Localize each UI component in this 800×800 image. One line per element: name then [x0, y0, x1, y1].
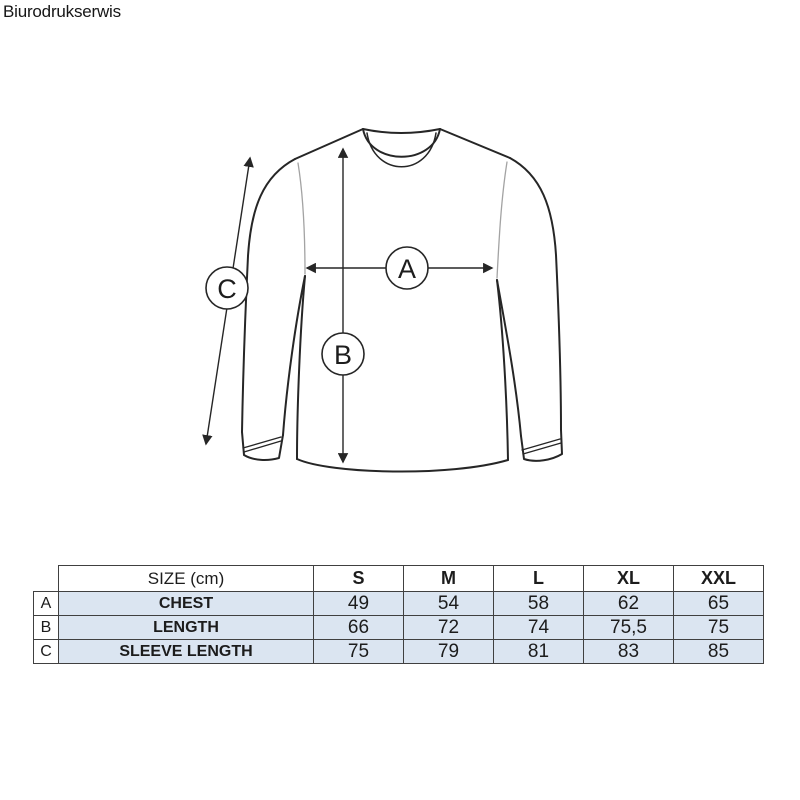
size-header-l: L — [493, 565, 584, 592]
label-circle-a — [385, 246, 429, 290]
collar-back-edge — [362, 128, 441, 134]
size-header-s: S — [313, 565, 404, 592]
table-row-chest: A CHEST 49 54 58 62 65 — [33, 591, 764, 616]
row-label-length: LENGTH — [58, 615, 314, 640]
sleeve-value-xl: 83 — [583, 639, 674, 664]
label-a: A — [398, 254, 416, 284]
table-row-length: B LENGTH 66 72 74 75,5 75 — [33, 615, 764, 640]
table-corner-spacer — [34, 566, 59, 592]
size-header-xxl: XXL — [673, 565, 764, 592]
row-key-a: A — [33, 591, 59, 616]
right-cuff-band-line-2 — [522, 442, 562, 455]
size-header-m: M — [403, 565, 494, 592]
left-shoulder-line — [294, 128, 364, 160]
right-sleeve-outer-edge — [509, 157, 562, 431]
label-circle-c — [205, 266, 249, 310]
right-shoulder-line — [439, 128, 511, 159]
length-value-m: 72 — [403, 615, 494, 640]
right-armhole-seam — [496, 161, 508, 279]
left-sleeve-inner-edge — [282, 275, 306, 436]
right-cuff-band-line — [521, 438, 561, 451]
chest-value-xxl: 65 — [673, 591, 764, 616]
chest-value-s: 49 — [313, 591, 404, 616]
left-cuff-band-line — [242, 436, 282, 449]
row-label-sleeve-length: SLEEVE LENGTH — [58, 639, 314, 664]
row-key-b: B — [33, 615, 59, 640]
size-table: SIZE (cm) S M L XL XXL A CHEST 49 54 58 … — [33, 565, 764, 664]
measurement-labels: A B C — [205, 246, 429, 376]
label-c: C — [217, 274, 237, 304]
collar-front-edge — [362, 128, 441, 158]
sleeve-value-s: 75 — [313, 639, 404, 664]
label-circle-b — [321, 332, 365, 376]
collar-ribbing-line — [366, 132, 437, 168]
sleeve-value-l: 81 — [493, 639, 584, 664]
right-sleeve-inner-edge — [496, 279, 522, 437]
left-side-seam — [296, 275, 306, 460]
left-cuff-band-line-2 — [243, 440, 282, 453]
sleeve-value-xxl: 85 — [673, 639, 764, 664]
right-cuff — [520, 429, 563, 462]
size-header-xl: XL — [583, 565, 674, 592]
chest-value-l: 58 — [493, 591, 584, 616]
table-header-row: SIZE (cm) S M L XL XXL — [34, 565, 764, 592]
right-side-seam — [496, 279, 509, 461]
sleeve-value-m: 79 — [403, 639, 494, 664]
length-value-s: 66 — [313, 615, 404, 640]
label-b: B — [334, 340, 352, 370]
row-key-c: C — [33, 639, 59, 664]
length-value-xl: 75,5 — [583, 615, 674, 640]
unit-header-cell: SIZE (cm) — [58, 565, 314, 592]
left-armhole-seam — [297, 162, 306, 275]
measurement-arrows — [202, 147, 494, 464]
left-cuff — [241, 431, 284, 461]
bottom-hem — [296, 458, 509, 473]
chest-value-xl: 62 — [583, 591, 674, 616]
length-value-xxl: 75 — [673, 615, 764, 640]
shirt-outline — [241, 128, 563, 473]
table-row-sleeve-length: C SLEEVE LENGTH 75 79 81 83 85 — [33, 639, 764, 664]
brand-logo: Biurodrukserwis — [3, 2, 121, 21]
row-label-chest: CHEST — [58, 591, 314, 616]
armhole-seams — [297, 161, 508, 279]
chest-value-m: 54 — [403, 591, 494, 616]
length-value-l: 74 — [493, 615, 584, 640]
